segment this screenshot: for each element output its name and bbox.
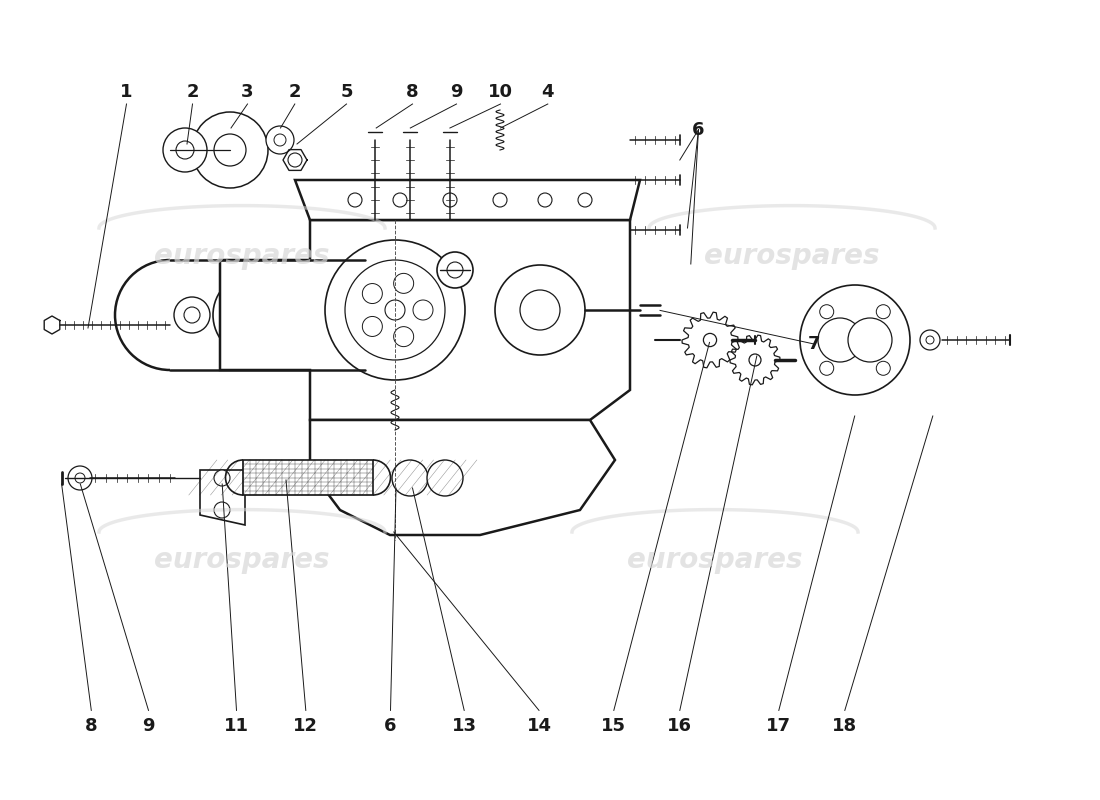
Text: 12: 12 [294, 718, 318, 735]
Circle shape [214, 502, 230, 518]
Text: 11: 11 [224, 718, 249, 735]
Circle shape [163, 128, 207, 172]
Circle shape [493, 193, 507, 207]
Circle shape [68, 466, 92, 490]
Circle shape [443, 193, 456, 207]
Text: 4: 4 [541, 83, 554, 101]
Text: eurospares: eurospares [704, 242, 880, 270]
Text: 10: 10 [488, 83, 513, 101]
Text: 18: 18 [833, 718, 857, 735]
Text: 17: 17 [767, 718, 791, 735]
Text: 7: 7 [807, 335, 821, 353]
Bar [243, 460, 373, 495]
Text: 6: 6 [384, 718, 397, 735]
Text: 2: 2 [288, 83, 301, 101]
Circle shape [348, 193, 362, 207]
Circle shape [427, 460, 463, 496]
Circle shape [578, 193, 592, 207]
Circle shape [703, 334, 716, 346]
Circle shape [362, 283, 383, 303]
Circle shape [184, 307, 200, 323]
Text: 6: 6 [692, 121, 705, 138]
Circle shape [393, 193, 407, 207]
Circle shape [392, 460, 428, 496]
Circle shape [266, 126, 294, 154]
Circle shape [447, 262, 463, 278]
Circle shape [920, 330, 940, 350]
Circle shape [412, 300, 433, 320]
Text: eurospares: eurospares [154, 546, 330, 574]
Polygon shape [310, 420, 615, 535]
Text: 8: 8 [85, 718, 98, 735]
Circle shape [192, 112, 268, 188]
Text: 15: 15 [602, 718, 626, 735]
Text: 3: 3 [241, 83, 254, 101]
Text: eurospares: eurospares [154, 242, 330, 270]
Text: 13: 13 [452, 718, 476, 735]
Circle shape [288, 153, 302, 167]
Circle shape [800, 285, 910, 395]
Circle shape [214, 134, 246, 166]
Text: eurospares: eurospares [627, 546, 803, 574]
Circle shape [240, 300, 270, 330]
Circle shape [362, 317, 383, 337]
Polygon shape [220, 220, 630, 420]
Circle shape [749, 354, 761, 366]
Circle shape [385, 300, 405, 320]
Circle shape [213, 273, 297, 357]
Text: 9: 9 [142, 718, 155, 735]
Circle shape [174, 297, 210, 333]
Circle shape [926, 336, 934, 344]
Circle shape [848, 318, 892, 362]
Polygon shape [295, 180, 640, 220]
Text: 2: 2 [186, 83, 199, 101]
Circle shape [394, 274, 414, 294]
Circle shape [176, 141, 194, 159]
Text: 16: 16 [668, 718, 692, 735]
Circle shape [495, 265, 585, 355]
Circle shape [538, 193, 552, 207]
Circle shape [820, 305, 834, 318]
Circle shape [820, 362, 834, 375]
Text: 1: 1 [120, 83, 133, 101]
Circle shape [324, 240, 465, 380]
Circle shape [818, 318, 862, 362]
Circle shape [214, 470, 230, 486]
Circle shape [394, 326, 414, 346]
Circle shape [274, 134, 286, 146]
Text: 5: 5 [340, 83, 353, 101]
Polygon shape [200, 470, 245, 525]
Text: 9: 9 [450, 83, 463, 101]
Circle shape [520, 290, 560, 330]
Text: 14: 14 [527, 718, 551, 735]
Circle shape [437, 252, 473, 288]
Circle shape [75, 473, 85, 483]
Circle shape [345, 260, 446, 360]
Circle shape [877, 305, 890, 318]
Circle shape [877, 362, 890, 375]
Text: 8: 8 [406, 83, 419, 101]
